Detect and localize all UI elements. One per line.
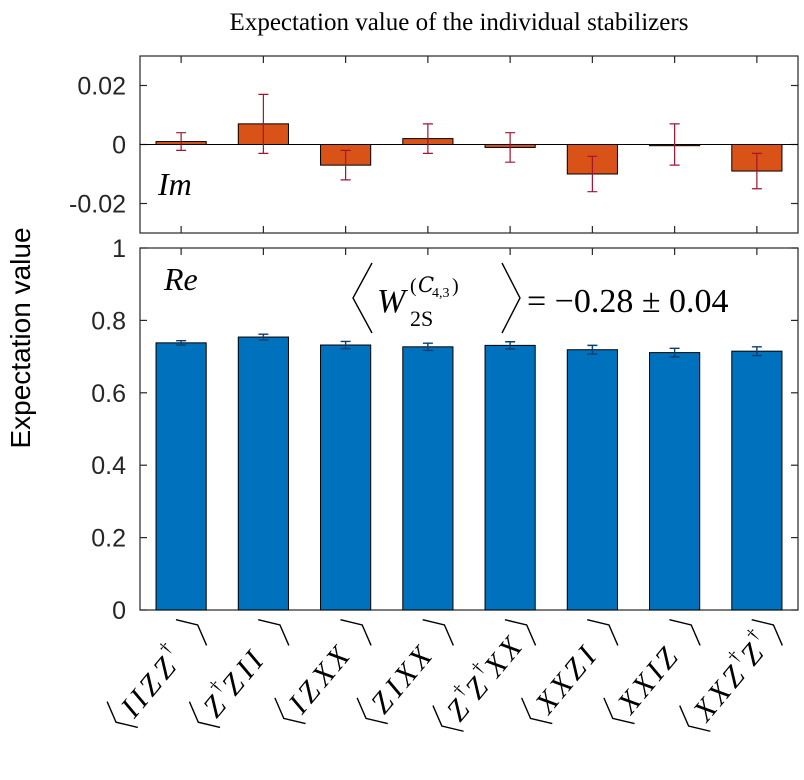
ket-left-bracket [356,697,388,725]
annotation-operator: W [377,283,408,320]
ket-left-bracket [603,697,635,725]
real-bar-3 [402,346,454,611]
ket-right-bracket [504,619,537,646]
real-bar-4 [484,344,536,611]
operator-letter: Z [459,671,495,705]
imag-bars [140,93,798,193]
annotation-value: = −0.28 ± 0.04 [527,283,729,320]
imag-error-bar-3 [422,123,433,154]
imag-error-bar-1 [258,93,269,154]
real-bar-6 [649,352,701,611]
imag-tick-label: 0.02 [77,73,126,101]
real-bar-1 [237,336,289,611]
operator-letter: Z [734,637,770,671]
ket-right-bracket [175,619,208,646]
x-tick-label-4: Z†Z†XX [432,619,537,732]
real-panel-frame [139,247,799,611]
annotation-superscript-open: ( [410,275,417,297]
annotation-superscript-set: C [418,273,434,297]
imag-error-bar-4 [505,132,516,163]
real-error-bar-6 [669,347,680,358]
real-tick-label: 0 [112,597,126,625]
real-bar-5 [566,349,618,611]
real-error-bar-4 [505,341,516,350]
real-error-bar-3 [422,342,433,352]
x-tick-label-7: XXZ†Z† [679,619,783,732]
real-tick-label: 0.4 [91,452,126,480]
ket-left-bracket [106,701,138,729]
real-error-bar-5 [587,344,598,355]
imag-error-bar-0 [176,132,187,151]
imag-error-bar-2 [340,149,351,181]
annotation-subscript: 2S [410,306,433,331]
real-bar-0 [155,342,207,611]
annotation-right-bracket [501,262,521,334]
real-tick-label: 0.8 [91,307,126,335]
ket-left-bracket [679,705,711,732]
real-error-bar-2 [340,340,351,350]
ket-left-bracket [274,697,306,725]
ket-right-bracket [258,619,290,646]
imag-error-bar-6 [669,123,680,166]
real-tick-label: 1 [112,235,126,263]
witness-annotation: W 2S ( C 4,3 ) = −0.28 ± 0.04 [352,262,729,334]
annotation-superscript-indices: 4,3 [432,286,450,301]
real-error-bar-1 [258,333,269,341]
real-tick-label: 0.2 [91,525,126,553]
real-bar-7 [731,350,783,611]
ket-right-bracket [751,619,783,646]
real-error-bar-0 [176,339,187,346]
real-error-bar-7 [751,346,762,357]
operator-letter: Z [197,689,233,723]
ket-left-bracket [432,705,464,732]
real-tick-label: 0.6 [91,380,126,408]
real-y-ticks: 1 0.8 0.6 0.4 0.2 0 [91,235,798,625]
imag-tick-label: -0.02 [69,191,126,219]
ket-right-bracket [422,619,454,646]
ket-right-bracket [340,619,372,646]
imag-error-bar-7 [751,152,762,190]
real-bar-2 [320,344,372,611]
imag-y-ticks: 0.02 0 -0.02 [69,56,798,233]
annotation-superscript-close: ) [452,275,459,297]
imag-panel-label: Im [157,166,192,202]
y-axis-label: Expectation value [5,227,36,448]
imag-tick-label: 0 [112,132,126,160]
ket-left-bracket [188,701,221,729]
imag-error-bar-5 [587,155,598,193]
real-bars [155,333,783,611]
ket-right-bracket [587,619,619,646]
chart-title: Expectation value of the individual stab… [230,9,689,36]
annotation-left-bracket [352,262,373,334]
ket-right-bracket [669,619,701,646]
real-panel-label: Re [163,261,198,297]
operator-letter: Z [440,693,476,727]
ket-left-bracket [520,697,553,725]
